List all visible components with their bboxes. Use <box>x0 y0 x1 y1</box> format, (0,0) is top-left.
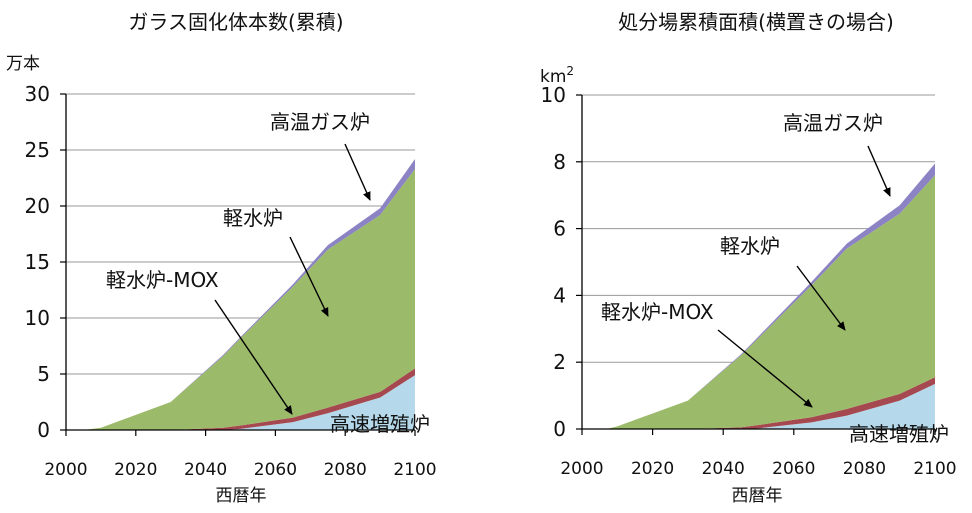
x-tick-label: 2000 <box>44 460 87 480</box>
x-tick-label: 2060 <box>254 460 297 480</box>
annotation-lwr-mox-arrow <box>214 299 293 415</box>
x-tick-label: 2080 <box>843 459 886 479</box>
annotations: 高温ガス炉 軽水炉 軽水炉-MOX 高速増殖炉 <box>601 111 949 446</box>
chart-glass-canisters: ガラス固化体本数(累積) 万本 西暦年 0 5 10 15 20 25 30 2000 202… <box>6 10 437 506</box>
y-tick-label: 15 <box>25 250 50 274</box>
area-fast-breeder <box>66 375 415 430</box>
area-fast-breeder <box>582 383 935 429</box>
annotation-lwr-mox-label: 軽水炉-MOX <box>106 268 219 292</box>
chart-title: 処分場累積面積(横置きの場合) <box>618 10 894 34</box>
x-tick-label: 2040 <box>184 460 227 480</box>
annotation-lwr-mox-arrow <box>717 329 813 408</box>
y-axis-unit-label: 万本 <box>6 54 40 74</box>
x-tick-label: 2100 <box>393 460 436 480</box>
area-lwr <box>66 169 415 431</box>
stacked-areas <box>66 158 415 431</box>
x-tick-label: 2020 <box>631 459 674 479</box>
y-tick-label: 8 <box>553 150 566 174</box>
y-tick-label: 0 <box>553 417 566 441</box>
y-tick-labels: 0 2 4 6 8 10 <box>541 83 566 441</box>
annotation-htgr-label: 高温ガス炉 <box>270 110 370 134</box>
y-tick-label: 10 <box>25 306 50 330</box>
area-lwr <box>582 175 935 429</box>
annotations: 高温ガス炉 軽水炉 軽水炉-MOX 高速増殖炉 <box>106 110 430 436</box>
x-axis-label: 西暦年 <box>216 486 267 506</box>
annotation-htgr-arrow <box>867 145 891 197</box>
x-tick-label: 2020 <box>114 460 157 480</box>
y-tick-label: 4 <box>553 283 566 307</box>
annotation-lwr-arrow <box>289 236 329 317</box>
y-tick-label: 2 <box>553 350 566 374</box>
annotation-fbr-label: 高速増殖炉 <box>849 422 949 446</box>
annotation-fbr-label: 高速増殖炉 <box>330 412 430 436</box>
y-tick-label: 30 <box>25 82 50 106</box>
x-axis-label: 西暦年 <box>732 486 783 506</box>
x-tick-labels: 2000 2020 2040 2060 2080 2100 <box>44 460 436 480</box>
stacked-areas <box>582 163 935 429</box>
y-tick-label: 10 <box>541 83 566 107</box>
annotation-lwr-label: 軽水炉 <box>720 234 780 258</box>
axes <box>60 93 416 436</box>
x-tick-label: 2060 <box>772 459 815 479</box>
y-tick-label: 5 <box>37 362 50 386</box>
x-tick-labels: 2000 2020 2040 2060 2080 2100 <box>560 459 956 479</box>
y-tick-label: 20 <box>25 194 50 218</box>
x-tick-label: 2040 <box>702 459 745 479</box>
y-axis-unit-label: km2 <box>540 64 574 87</box>
annotation-lwr-mox-label: 軽水炉-MOX <box>601 300 714 324</box>
annotation-lwr-arrow <box>796 265 846 331</box>
annotation-htgr-arrow <box>344 143 371 201</box>
x-tick-label: 2000 <box>560 459 603 479</box>
annotation-htgr-label: 高温ガス炉 <box>783 111 883 135</box>
annotation-lwr-label: 軽水炉 <box>223 206 283 230</box>
axes <box>576 94 936 435</box>
y-tick-label: 6 <box>553 217 566 241</box>
y-tick-label: 0 <box>37 418 50 442</box>
chart-title: ガラス固化体本数(累積) <box>128 10 343 34</box>
y-tick-labels: 0 5 10 15 20 25 30 <box>25 82 50 442</box>
x-tick-label: 2100 <box>913 459 956 479</box>
x-tick-label: 2080 <box>324 460 367 480</box>
y-tick-label: 25 <box>25 138 50 162</box>
chart-disposal-area: 処分場累積面積(横置きの場合) km2 西暦年 0 2 4 6 8 10 2000 2020… <box>540 10 957 506</box>
